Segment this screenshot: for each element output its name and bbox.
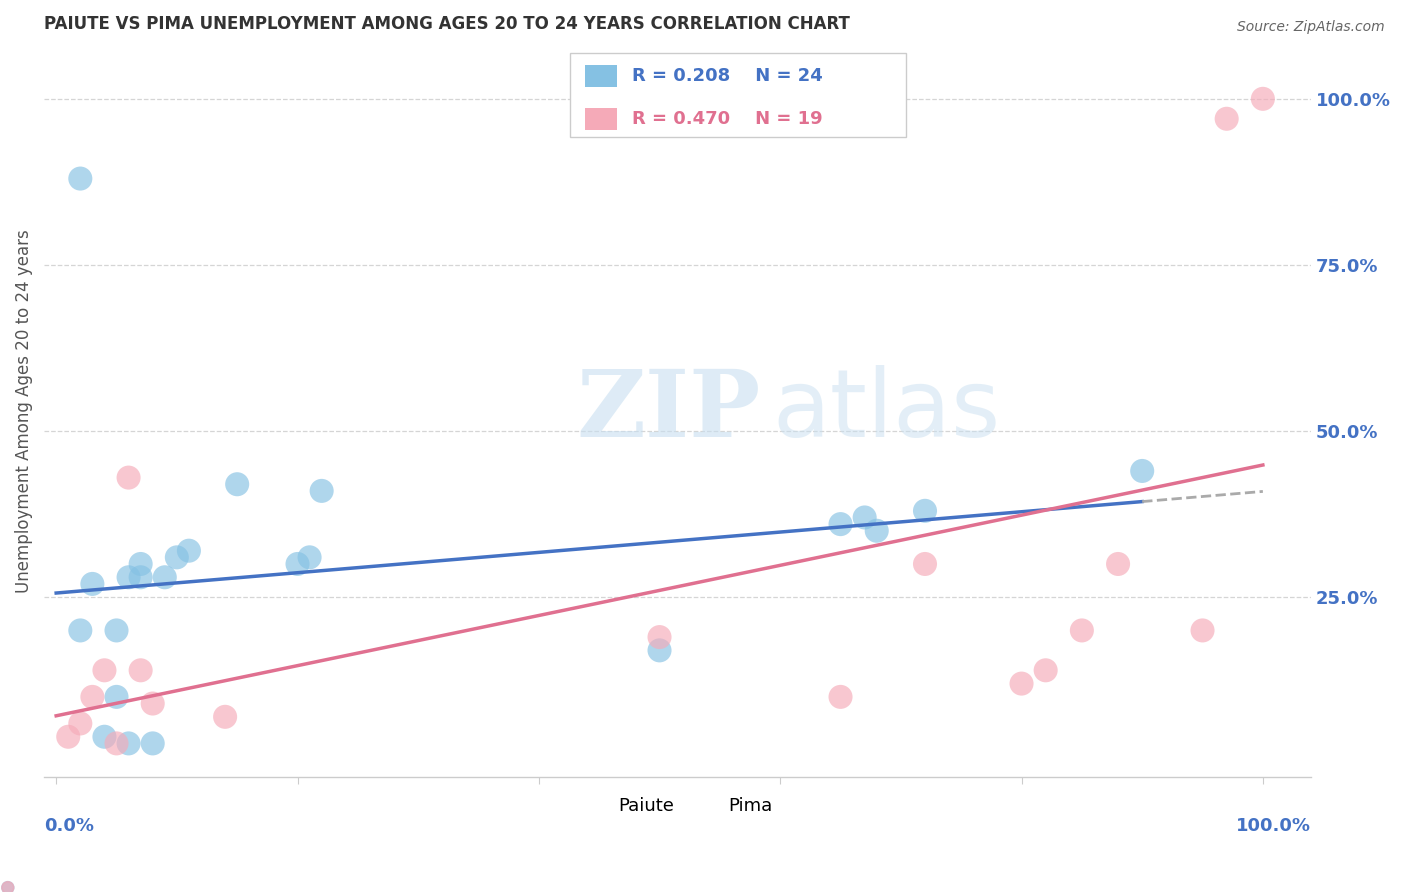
Point: [648, 630, 671, 644]
Point: [177, 543, 200, 558]
Point: [311, 483, 333, 498]
Legend: Paiute, Pima: Paiute, Pima: [575, 789, 780, 822]
Point: [129, 570, 152, 584]
Point: [866, 524, 889, 538]
Point: [117, 470, 139, 484]
Point: [1070, 624, 1092, 638]
Bar: [585, 65, 617, 87]
Text: 0.0%: 0.0%: [44, 817, 94, 835]
Point: [1251, 92, 1274, 106]
Point: [914, 557, 936, 571]
Point: [1107, 557, 1129, 571]
Point: [105, 736, 128, 750]
Point: [105, 624, 128, 638]
Point: [129, 557, 152, 571]
Text: PAIUTE VS PIMA UNEMPLOYMENT AMONG AGES 20 TO 24 YEARS CORRELATION CHART: PAIUTE VS PIMA UNEMPLOYMENT AMONG AGES 2…: [44, 15, 851, 33]
Point: [1130, 464, 1153, 478]
Point: [1035, 663, 1057, 677]
Text: ZIP: ZIP: [576, 366, 761, 456]
Text: Source: ZipAtlas.com: Source: ZipAtlas.com: [1237, 20, 1385, 34]
Point: [93, 663, 115, 677]
Point: [82, 577, 104, 591]
Point: [117, 736, 139, 750]
Point: [105, 690, 128, 704]
FancyBboxPatch shape: [569, 53, 905, 137]
Point: [1011, 676, 1033, 690]
Point: [69, 171, 91, 186]
Text: atlas: atlas: [773, 365, 1001, 457]
Point: [129, 663, 152, 677]
Point: [287, 557, 309, 571]
Text: R = 0.208    N = 24: R = 0.208 N = 24: [633, 68, 823, 86]
Point: [69, 624, 91, 638]
Point: [226, 477, 249, 491]
Bar: [585, 108, 617, 129]
Point: [142, 736, 165, 750]
Point: [58, 730, 80, 744]
Point: [830, 690, 852, 704]
Point: [1215, 112, 1237, 126]
Point: [830, 517, 852, 532]
Text: 100.0%: 100.0%: [1236, 817, 1312, 835]
Y-axis label: Unemployment Among Ages 20 to 24 years: Unemployment Among Ages 20 to 24 years: [15, 229, 32, 593]
Point: [142, 697, 165, 711]
Point: [853, 510, 876, 524]
Point: [69, 716, 91, 731]
Point: [117, 570, 139, 584]
Point: [914, 504, 936, 518]
Point: [214, 710, 236, 724]
Point: [298, 550, 321, 565]
Point: [153, 570, 176, 584]
Point: [1191, 624, 1213, 638]
Text: R = 0.470    N = 19: R = 0.470 N = 19: [633, 110, 823, 128]
Point: [82, 690, 104, 704]
Point: [648, 643, 671, 657]
Point: [166, 550, 188, 565]
Point: [93, 730, 115, 744]
